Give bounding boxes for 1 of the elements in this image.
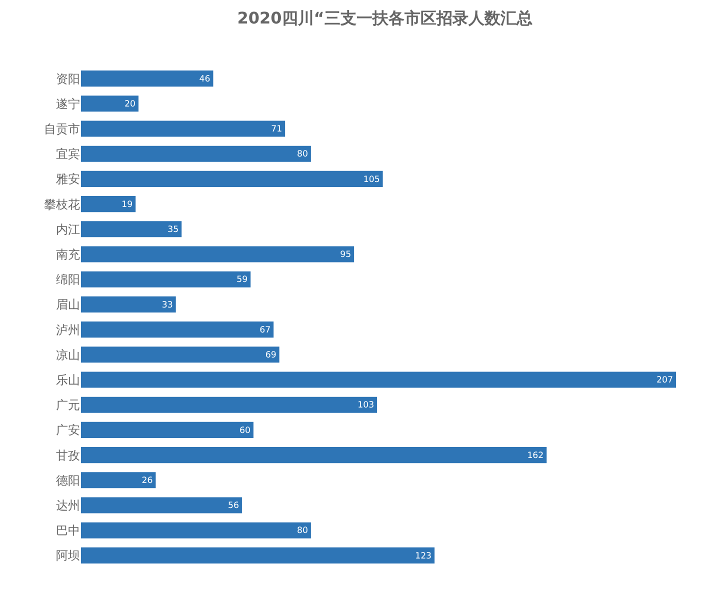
data-label: 207 [656,376,673,386]
